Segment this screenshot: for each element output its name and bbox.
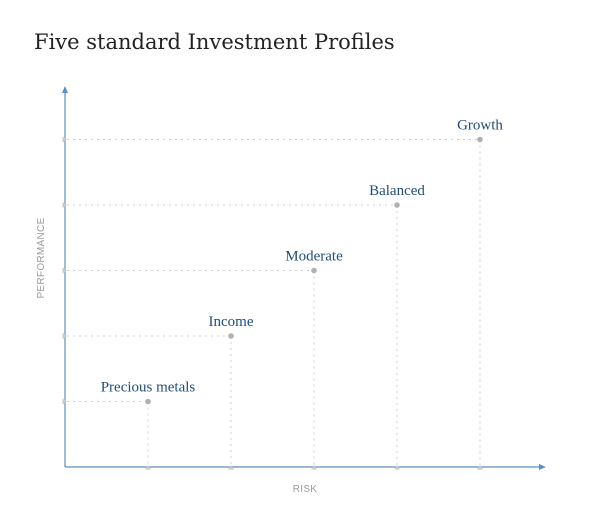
point-label: Moderate — [285, 249, 343, 265]
axes — [62, 86, 546, 470]
data-point — [477, 136, 483, 143]
ticks-layer — [62, 136, 483, 470]
y-tick-marker — [62, 333, 67, 339]
labels-layer: Precious metals Income Moderate Balanced Gro… — [101, 118, 504, 396]
x-tick-marker — [145, 465, 151, 470]
point-label: Income — [209, 314, 254, 330]
x-axis-title: RISK — [293, 484, 318, 495]
y-tick-marker — [62, 267, 67, 274]
data-point — [311, 267, 317, 274]
y-tick-marker — [62, 202, 67, 208]
point-label: Balanced — [369, 183, 425, 199]
points-layer — [145, 136, 483, 405]
point-label: Growth — [457, 118, 503, 134]
y-axis-arrow — [62, 86, 68, 93]
x-tick-marker — [477, 465, 483, 470]
point-label: Precious metals — [101, 380, 196, 396]
x-tick-marker — [394, 465, 400, 470]
data-point — [394, 202, 400, 208]
x-tick-marker — [311, 465, 317, 470]
guides-layer — [67, 139, 481, 465]
data-point — [228, 333, 234, 339]
data-point — [145, 398, 151, 405]
chart-title: Five standard Investment Profiles — [34, 30, 395, 54]
x-axis-arrow — [539, 464, 546, 470]
y-tick-marker — [62, 136, 67, 143]
y-tick-marker — [62, 398, 67, 405]
x-tick-marker — [228, 465, 234, 470]
y-axis-title: PERFORMANCE — [36, 217, 47, 298]
